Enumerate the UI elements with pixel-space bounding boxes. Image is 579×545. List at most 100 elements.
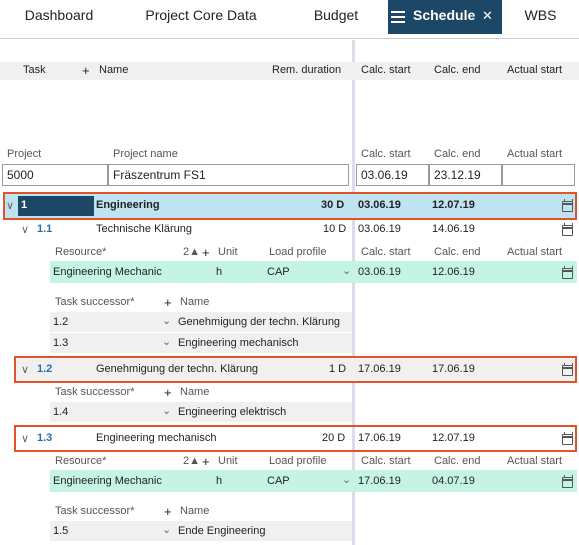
add-task-icon[interactable]: + [82,63,90,78]
resource-row[interactable] [50,470,577,492]
successor-row[interactable] [50,521,352,541]
project-name-field[interactable]: Fräszentrum FS1 [108,164,349,186]
collapse-icon[interactable]: ∨ [21,364,30,376]
resource-header-unit: Unit [218,246,238,258]
col-calc-start: Calc. start [361,64,411,76]
successor-header-label: Task successor* [55,386,135,398]
row-highlight-1-2[interactable] [14,356,577,383]
successor-row[interactable] [50,402,352,422]
label-project-name: Project name [113,148,178,160]
add-successor-icon[interactable]: + [164,385,172,400]
chevron-down-icon[interactable]: ⌄ [342,265,352,277]
resource-header-calc-end: Calc. end [434,246,481,258]
collapse-icon[interactable]: ∨ [21,224,30,236]
row-highlight-1-3[interactable] [14,425,577,452]
calendar-icon[interactable] [562,199,573,212]
calendar-icon[interactable] [562,266,573,279]
successor-header-label: Task successor* [55,505,135,517]
project-actual-start-field[interactable] [502,164,575,186]
resource-load-profile: CAP [267,475,290,487]
successor-id: 1.4 [53,406,69,418]
calendar-icon[interactable] [562,475,573,488]
col-task: Task [23,64,46,76]
tab-wbs[interactable]: WBS [524,7,557,23]
chevron-down-icon[interactable]: ⌄ [162,336,172,348]
collapse-icon[interactable]: ∨ [6,200,15,212]
close-icon[interactable]: ✕ [482,8,493,23]
hamburger-icon[interactable] [391,11,405,23]
successor-row[interactable] [50,312,352,332]
calendar-icon[interactable] [562,223,573,236]
collapse-icon[interactable]: ∨ [21,433,30,445]
calendar-icon[interactable] [562,432,573,445]
label-project: Project [7,148,42,160]
label-project-actual-start: Actual start [507,148,563,160]
col-actual-start: Actual start [507,64,563,76]
column-header-band [0,62,579,80]
project-calc-start-field[interactable]: 03.06.19 [356,164,429,186]
task-number: 1.1 [37,223,53,235]
task-number: 1.2 [37,363,53,375]
successor-name: Ende Engineering [178,525,266,537]
tab-bar: Dashboard Project Core Data Budget Sched… [0,0,579,38]
tab-divider [0,38,579,39]
successor-header-name: Name [180,505,210,517]
resource-unit: h [216,266,223,278]
successor-header-name: Name [180,386,210,398]
task-name: Technische Klärung [96,223,193,235]
project-id-field[interactable]: 5000 [2,164,108,186]
add-resource-icon[interactable]: + [202,454,210,469]
col-name: Name [99,64,129,76]
project-calc-end-field[interactable]: 23.12.19 [429,164,502,186]
col-calc-end: Calc. end [434,64,481,76]
tab-budget[interactable]: Budget [313,7,359,23]
resource-header-label: Resource* [55,246,107,258]
tab-schedule[interactable]: Schedule ✕ [388,0,502,34]
task-name: Genehmigung der techn. Klärung [96,363,259,375]
resource-calc-start: 17.06.19 [358,475,401,487]
task-calc-start: 03.06.19 [358,199,401,211]
task-calc-end: 12.07.19 [432,432,475,444]
resource-calc-start: 03.06.19 [358,266,401,278]
sort-indicator-icon[interactable]: 2▲ [183,455,201,467]
task-number: 1 [21,199,28,211]
successor-name: Genehmigung der techn. Klärung [178,316,341,328]
calendar-icon[interactable] [562,363,573,376]
pane-splitter[interactable] [352,40,355,545]
chevron-down-icon[interactable]: ⌄ [162,524,172,536]
add-resource-icon[interactable]: + [202,245,210,260]
add-successor-icon[interactable]: + [164,504,172,519]
chevron-down-icon[interactable]: ⌄ [162,315,172,327]
resource-unit: h [216,475,223,487]
successor-header-label: Task successor* [55,296,135,308]
task-name: Engineering [96,199,160,211]
resource-header-calc-start: Calc. start [361,246,411,258]
resource-header-load-profile: Load profile [269,455,327,467]
resource-header-calc-start: Calc. start [361,455,411,467]
task-row-selected[interactable] [4,193,576,219]
resource-header-actual-start: Actual start [507,246,563,258]
task-calc-start: 03.06.19 [358,223,401,235]
resource-row[interactable] [50,261,577,283]
task-number-cell[interactable] [18,196,94,216]
successor-name: Engineering mechanisch [178,337,299,349]
label-project-calc-start: Calc. start [361,148,411,160]
successor-row[interactable] [50,333,352,353]
resource-header-calc-end: Calc. end [434,455,481,467]
sort-indicator-icon[interactable]: 2▲ [183,246,201,258]
resource-header-unit: Unit [218,455,238,467]
chevron-down-icon[interactable]: ⌄ [162,405,172,417]
tab-project-core-data[interactable]: Project Core Data [145,7,257,23]
task-duration: 1 D [329,363,347,375]
task-number: 1.3 [37,432,53,444]
add-successor-icon[interactable]: + [164,295,172,310]
resource-header-actual-start: Actual start [507,455,563,467]
col-rem-duration: Rem. duration [272,64,342,76]
task-calc-start: 17.06.19 [358,432,401,444]
successor-id: 1.2 [53,316,69,328]
row-highlight-1 [3,192,577,220]
resource-name: Engineering Mechanic [53,266,162,278]
chevron-down-icon[interactable]: ⌄ [342,474,352,486]
tab-dashboard[interactable]: Dashboard [24,7,94,23]
task-calc-end: 14.06.19 [432,223,475,235]
